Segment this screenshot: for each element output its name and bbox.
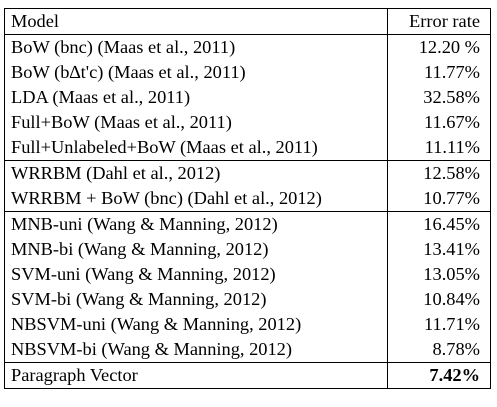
error-rate-cell: 10.84% bbox=[423, 289, 480, 309]
model-name-cell: LDA (Maas et al., 2011) bbox=[4, 85, 388, 110]
table-row: BoW (b∆t'c) (Maas et al., 2011) 11.77% bbox=[4, 60, 491, 85]
model-name-cell: SVM-bi (Wang & Manning, 2012) bbox=[4, 287, 388, 312]
table-row: LDA (Maas et al., 2011) 32.58% bbox=[4, 85, 491, 110]
table-row: NBSVM-bi (Wang & Manning, 2012) 8.78% bbox=[4, 337, 491, 363]
table-row: NBSVM-uni (Wang & Manning, 2012) 11.71% bbox=[4, 312, 491, 337]
table-row: SVM-bi (Wang & Manning, 2012) 10.84% bbox=[4, 287, 491, 312]
table-row: Full+BoW (Maas et al., 2011) 11.67% bbox=[4, 110, 491, 135]
model-name-cell: Paragraph Vector bbox=[4, 362, 388, 389]
model-name-cell: MNB-uni (Wang & Manning, 2012) bbox=[4, 211, 388, 237]
table-row: WRRBM + BoW (bnc) (Dahl et al., 2012) 10.… bbox=[4, 186, 491, 212]
error-rate-cell: 12.20 % bbox=[387, 34, 491, 60]
error-rate-cell: 16.45% bbox=[387, 211, 491, 237]
error-rate-cell: 8.78% bbox=[432, 339, 480, 359]
model-name-cell: SVM-uni (Wang & Manning, 2012) bbox=[4, 262, 388, 287]
model-name-cell: MNB-bi (Wang & Manning, 2012) bbox=[4, 237, 388, 262]
model-name-cell: BoW (bnc) (Maas et al., 2011) bbox=[4, 34, 388, 60]
error-rate-column-header: Error rate bbox=[387, 8, 491, 35]
error-rate-cell: 7.42% bbox=[387, 362, 491, 389]
error-rate-cell: 11.67% bbox=[423, 112, 480, 132]
table-row: SVM-uni (Wang & Manning, 2012) 13.05% bbox=[4, 262, 491, 287]
table-row: Full+Unlabeled+BoW (Maas et al., 2011) 11… bbox=[4, 135, 491, 161]
table-row: BoW (bnc) (Maas et al., 2011) 12.20 % bbox=[4, 34, 491, 60]
error-rate-cell: 10.77% bbox=[423, 188, 480, 208]
error-rate-cell: 12.58% bbox=[387, 160, 491, 186]
model-column-header: Model bbox=[4, 8, 388, 35]
model-name-cell: NBSVM-bi (Wang & Manning, 2012) bbox=[4, 337, 388, 363]
model-name-cell: BoW (b∆t'c) (Maas et al., 2011) bbox=[4, 60, 388, 85]
table-row: MNB-uni (Wang & Manning, 2012) 16.45% bbox=[4, 211, 491, 237]
model-name-cell: Full+BoW (Maas et al., 2011) bbox=[4, 110, 388, 135]
model-name-cell: NBSVM-uni (Wang & Manning, 2012) bbox=[4, 312, 388, 337]
error-rate-cell: 11.11% bbox=[424, 137, 480, 157]
table-body: BoW (bnc) (Maas et al., 2011) 12.20 % BoW … bbox=[4, 34, 491, 389]
error-rate-cell: 32.58% bbox=[423, 87, 480, 107]
error-rate-cell: 11.71% bbox=[423, 314, 480, 334]
error-rate-cell: 11.77% bbox=[423, 62, 480, 82]
table-row: MNB-bi (Wang & Manning, 2012) 13.41% bbox=[4, 237, 491, 262]
header-row: Model Error rate bbox=[4, 8, 491, 35]
model-name-cell: WRRBM + BoW (bnc) (Dahl et al., 2012) bbox=[4, 186, 388, 212]
results-table: Model Error rate BoW (bnc) (Maas et al.,… bbox=[4, 8, 491, 389]
table-header: Model Error rate bbox=[4, 8, 491, 35]
table-row: WRRBM (Dahl et al., 2012) 12.58% bbox=[4, 160, 491, 186]
model-name-cell: WRRBM (Dahl et al., 2012) bbox=[4, 160, 388, 186]
model-name-cell: Full+Unlabeled+BoW (Maas et al., 2011) bbox=[4, 135, 388, 161]
table-row: Paragraph Vector 7.42% bbox=[4, 362, 491, 389]
error-rate-cell: 13.41% bbox=[423, 239, 480, 259]
error-rate-cell: 13.05% bbox=[423, 264, 480, 284]
